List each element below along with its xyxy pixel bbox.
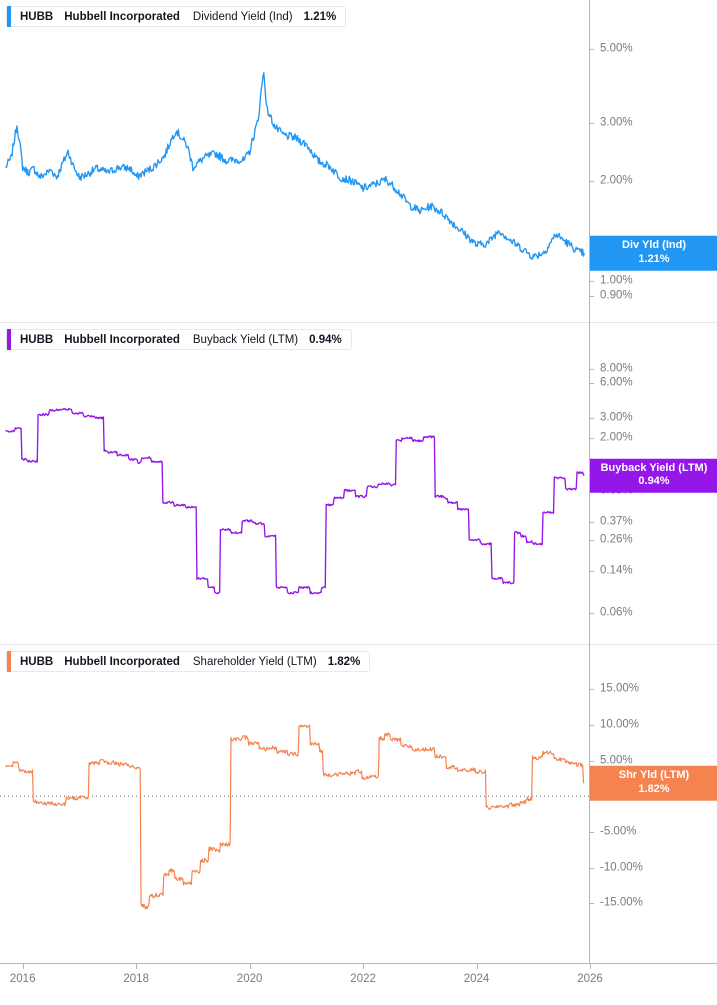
y-axis-label: 8.00% — [600, 362, 633, 375]
y-axis-tick — [590, 122, 594, 124]
y-axis-tick — [590, 760, 594, 762]
legend-color-swatch — [7, 6, 11, 27]
current-value-badge[interactable]: Div Yld (Ind) 1.21% — [590, 235, 717, 271]
data-line — [5, 407, 585, 595]
panel-dividend-yield: HUBB Hubbell Incorporated Dividend Yield… — [0, 0, 717, 322]
y-axis-label: 0.90% — [600, 289, 633, 302]
legend-metric-value: 1.82% — [327, 655, 361, 668]
x-axis-label: 2016 — [9, 973, 36, 985]
legend-metric-name: Buyback Yield (LTM) — [192, 333, 299, 346]
y-axis-tick — [590, 438, 594, 439]
y-axis-tick — [590, 522, 594, 524]
badge-label: Buyback Yield (LTM) — [600, 461, 708, 474]
legend-buyback-yield[interactable]: HUBB Hubbell Incorporated Buyback Yield … — [6, 329, 352, 350]
x-axis-tick — [249, 964, 251, 969]
y-axis-label: -10.00% — [600, 860, 643, 873]
y-axis-dividend-yield[interactable]: 5.00% 3.00% 2.00% 1.00% 0.90% Div Yld (Ind) 1.… — [589, 0, 717, 322]
legend-ticker: HUBB — [20, 655, 54, 668]
y-axis-label: 0.06% — [600, 606, 633, 619]
x-axis-tick — [590, 964, 591, 969]
badge-label: Div Yld (Ind) — [622, 238, 686, 251]
y-axis-tick — [590, 49, 594, 51]
y-axis-tick — [590, 831, 594, 833]
y-axis-tick — [590, 368, 594, 370]
legend-color-swatch — [7, 329, 11, 350]
legend-color-swatch — [7, 651, 11, 672]
y-axis-tick — [590, 689, 594, 691]
plot-area-dividend-yield[interactable] — [0, 0, 589, 322]
plot-area-buyback-yield[interactable] — [0, 323, 589, 644]
axis-separator-line — [589, 0, 590, 963]
panel-buyback-yield: HUBB Hubbell Incorporated Buyback Yield … — [0, 322, 717, 644]
y-axis-label: 3.00% — [600, 411, 633, 424]
y-axis-label: -5.00% — [600, 825, 637, 838]
y-axis-label: 1.00% — [600, 273, 633, 286]
y-axis-tick — [590, 724, 594, 726]
y-axis-label: 10.00% — [600, 718, 640, 731]
y-axis-label: 2.00% — [600, 431, 633, 444]
x-axis-label: 2026 — [577, 973, 603, 985]
y-axis-label: 15.00% — [600, 682, 640, 695]
badge-value: 1.21% — [638, 252, 670, 265]
y-axis-tick — [590, 570, 594, 572]
data-line — [5, 72, 585, 260]
x-axis-label: 2024 — [463, 973, 490, 985]
y-axis-label: 5.00% — [600, 42, 633, 55]
x-axis-label: 2020 — [236, 973, 263, 985]
y-axis-label: 0.37% — [600, 515, 633, 528]
x-axis-time[interactable]: 2016 2018 2020 2022 2024 2026 — [0, 963, 717, 1005]
badge-value: 1.82% — [638, 782, 670, 795]
y-axis-label: 0.26% — [600, 533, 633, 546]
legend-company-name: Hubbell Incorporated — [64, 333, 180, 346]
x-axis-tick — [363, 964, 365, 969]
badge-value: 0.94% — [638, 475, 670, 488]
legend-shareholder-yield[interactable]: HUBB Hubbell Incorporated Shareholder Yi… — [6, 651, 371, 672]
data-line — [5, 724, 585, 910]
y-axis-tick — [590, 539, 594, 541]
legend-metric-name: Dividend Yield (Ind) — [192, 10, 293, 23]
y-axis-tick — [590, 180, 594, 182]
current-value-badge[interactable]: Buyback Yield (LTM) 0.94% — [590, 458, 717, 493]
y-axis-label: 5.00% — [600, 753, 633, 766]
series-line-shareholder-yield — [0, 724, 589, 910]
y-axis-tick — [590, 417, 594, 419]
current-value-badge[interactable]: Shr Yld (LTM) 1.82% — [590, 765, 717, 801]
y-axis-tick — [590, 867, 594, 869]
y-axis-tick — [590, 295, 594, 297]
x-axis-label: 2022 — [350, 973, 376, 985]
badge-label: Shr Yld (LTM) — [618, 768, 690, 781]
y-axis-shareholder-yield[interactable]: 15.00%10.00%5.00%0.00%-5.00%-10.00%-15.0… — [589, 645, 717, 963]
y-axis-buyback-yield[interactable]: 8.00%6.00%3.00%2.00%0.69%0.37%0.26%0.14%… — [589, 323, 717, 644]
y-axis-tick — [590, 612, 594, 614]
x-axis-tick — [476, 964, 478, 969]
legend-metric-value: 0.94% — [309, 333, 342, 346]
legend-metric-name: Shareholder Yield (LTM) — [192, 655, 317, 668]
y-axis-label: -15.00% — [600, 896, 643, 909]
series-line-dividend-yield — [5, 72, 585, 260]
legend-metric-value: 1.21% — [303, 10, 337, 23]
plot-area-shareholder-yield[interactable] — [0, 645, 589, 963]
y-axis-tick — [590, 280, 594, 282]
series-line-buyback-yield — [5, 407, 585, 595]
y-axis-label: 2.00% — [600, 174, 633, 187]
y-axis-label: 3.00% — [600, 115, 633, 128]
panel-shareholder-yield: HUBB Hubbell Incorporated Shareholder Yi… — [0, 644, 717, 963]
x-axis-tick — [22, 964, 24, 969]
legend-company-name: Hubbell Incorporated — [64, 655, 180, 668]
y-axis-label: 6.00% — [600, 376, 633, 389]
y-axis-tick — [590, 383, 594, 385]
y-axis-tick — [590, 903, 594, 905]
legend-dividend-yield[interactable]: HUBB Hubbell Incorporated Dividend Yield… — [6, 6, 347, 27]
y-axis-label: 0.14% — [600, 563, 633, 576]
x-axis-tick — [136, 964, 138, 969]
legend-ticker: HUBB — [20, 10, 54, 23]
legend-company-name: Hubbell Incorporated — [64, 10, 180, 23]
legend-ticker: HUBB — [20, 333, 54, 346]
x-axis-label: 2018 — [123, 973, 149, 985]
